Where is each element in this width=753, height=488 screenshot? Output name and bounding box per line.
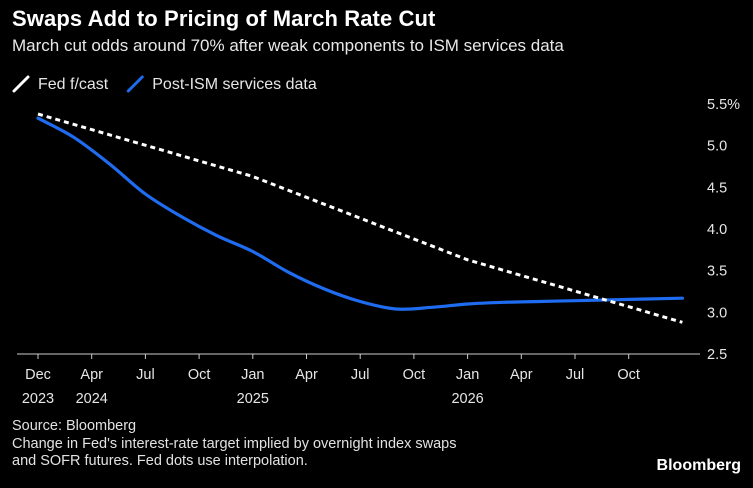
y-tick-label: 5.5%	[707, 97, 740, 113]
legend-item-1: Post-ISM services data	[126, 75, 317, 93]
x-tick-label: Dec	[25, 367, 51, 383]
x-tick-label: Oct	[403, 367, 426, 383]
x-tick-label: Jul	[136, 367, 155, 383]
x-tick-label: Jul	[351, 367, 370, 383]
line-chart: Fed f/cast Post-ISM services data 5.5% 5.0…	[12, 75, 740, 407]
x-tick-label: Oct	[188, 367, 211, 383]
y-tick-label: 5.0	[707, 139, 727, 155]
x-tick-label: Jan	[241, 367, 264, 383]
x-tick-label: Apr	[295, 367, 318, 383]
legend-item-0: Fed f/cast	[12, 75, 109, 93]
bloomberg-logo: Bloomberg	[656, 457, 741, 474]
y-tick-label: 3.0	[707, 305, 727, 321]
chart-title: Swaps Add to Pricing of March Rate Cut	[12, 6, 436, 31]
series-line-0	[37, 112, 683, 324]
axes: 5.5% 5.0 4.5 4.0 3.5 3.0 2.5 Dec 2023 Apr 2024 Jul O…	[17, 97, 740, 407]
y-tick-label: 4.0	[707, 222, 727, 238]
legend: Fed f/cast Post-ISM services data	[12, 75, 317, 93]
x-tick-year: 2025	[237, 391, 269, 407]
legend-label-1: Post-ISM services data	[152, 76, 317, 93]
x-tick-label: Jul	[566, 367, 585, 383]
footer-notes: Source: Bloomberg Change in Fed's intere…	[12, 418, 456, 471]
x-tick-label: Oct	[617, 367, 640, 383]
x-tick-label: Apr	[510, 367, 533, 383]
legend-swatch-0	[12, 75, 30, 93]
x-tick-label: Jan	[456, 367, 479, 383]
method-note-line-1: Change in Fed's interest-rate target imp…	[12, 435, 457, 452]
series-line-1	[36, 116, 684, 311]
y-tick-label: 2.5	[707, 347, 727, 363]
chart-subtitle: March cut odds around 70% after weak com…	[12, 36, 564, 55]
method-note-line-2: and SOFR futures. Fed dots use interpola…	[12, 453, 308, 469]
x-tick-year: 2023	[22, 391, 54, 407]
y-tick-label: 3.5	[707, 264, 727, 280]
series-layer	[36, 112, 684, 324]
source-note: Source: Bloomberg	[12, 418, 137, 434]
legend-swatch-1	[126, 75, 144, 93]
x-tick-label: Apr	[80, 367, 103, 383]
x-tick-year: 2024	[76, 391, 108, 407]
x-tick-year: 2026	[451, 391, 483, 407]
legend-label-0: Fed f/cast	[38, 76, 109, 93]
y-tick-label: 4.5	[707, 180, 727, 196]
